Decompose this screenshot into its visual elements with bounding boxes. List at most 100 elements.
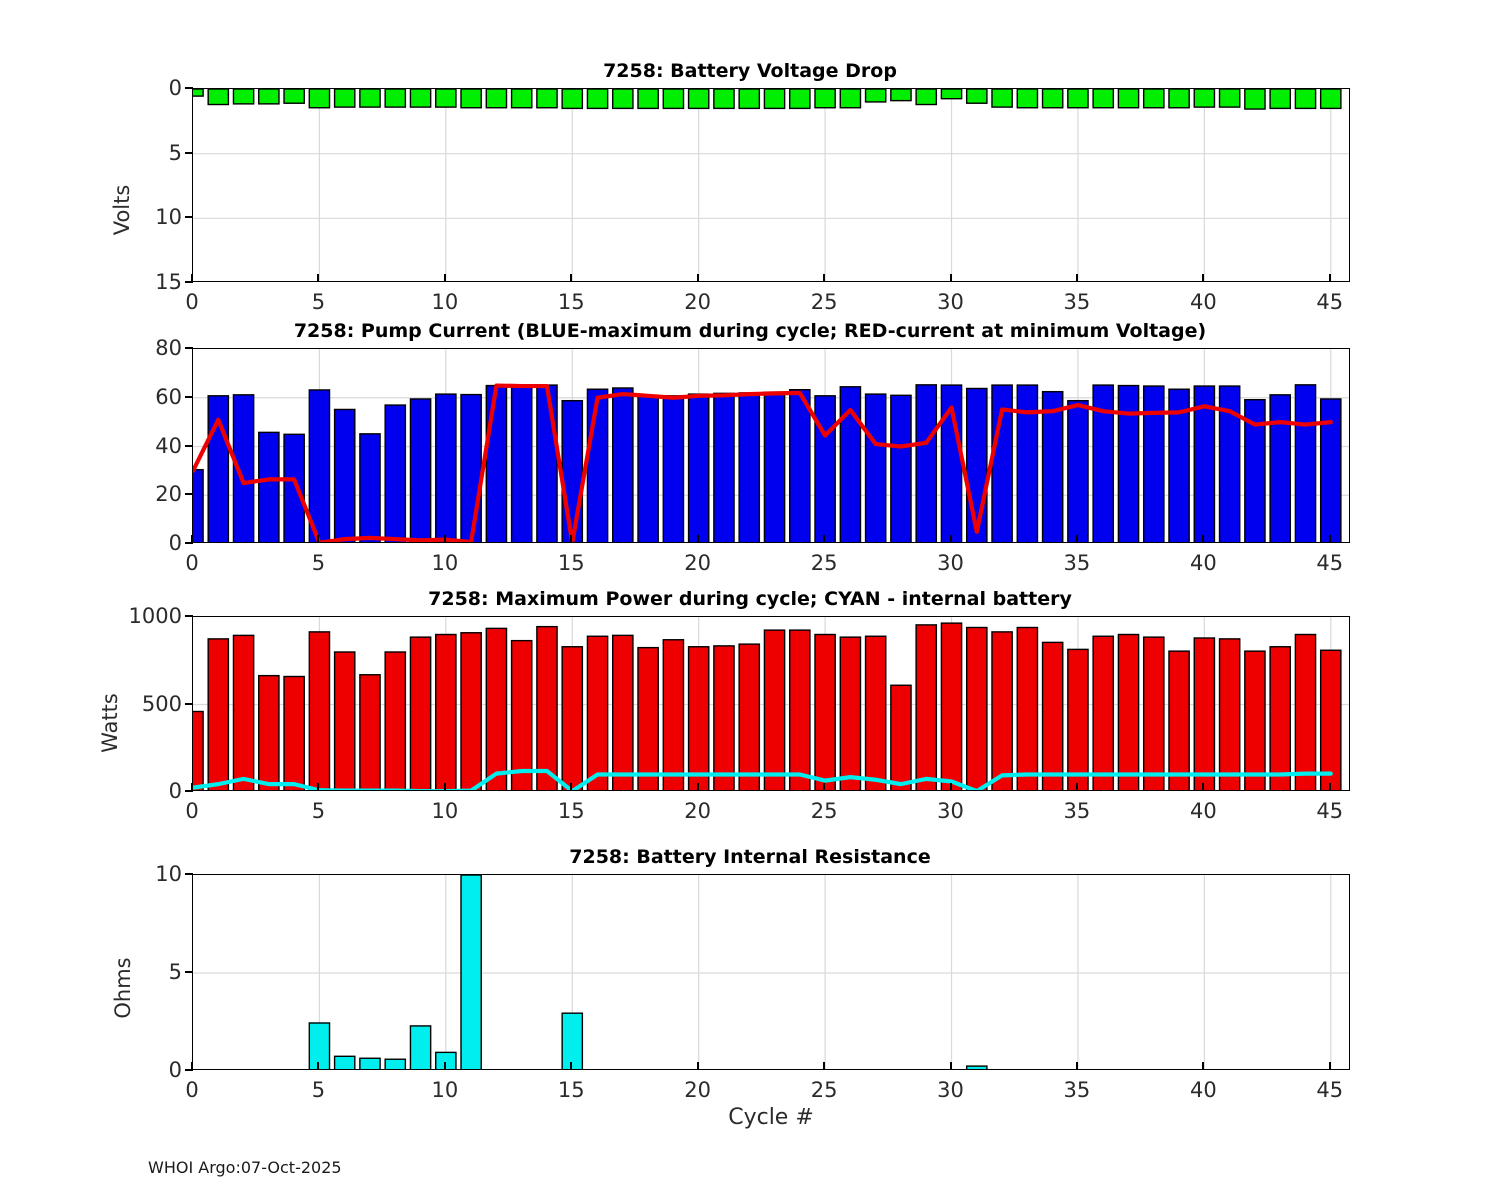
- x-tick-mark: [317, 1062, 320, 1070]
- x-tick-label: 0: [185, 799, 199, 823]
- x-tick-mark: [949, 274, 952, 282]
- x-tick-mark: [443, 535, 446, 543]
- x-tick-label: 30: [937, 290, 964, 314]
- y-tick-label: 5: [168, 140, 182, 165]
- x-tick-mark: [443, 274, 446, 282]
- x-tick-label: 35: [1063, 1078, 1091, 1102]
- x-tick-label: 25: [810, 1078, 838, 1102]
- x-tick-mark: [696, 783, 699, 791]
- x-tick-label: 5: [311, 551, 326, 575]
- x-tick-mark: [1202, 274, 1205, 282]
- maximum-power-plot-svg: [193, 617, 1349, 790]
- x-tick-label: 15: [557, 1078, 585, 1102]
- x-tick-mark: [823, 1062, 826, 1070]
- x-tick-label: 20: [684, 799, 712, 823]
- x-tick-label: 0: [185, 1078, 199, 1102]
- x-tick-mark: [696, 1062, 699, 1070]
- y-tick-label: 10: [155, 862, 182, 886]
- y-tick-mark: [185, 542, 193, 544]
- x-tick-label: 35: [1063, 799, 1091, 823]
- x-tick-label: 45: [1316, 551, 1344, 575]
- x-tick-label: 35: [1063, 551, 1091, 575]
- x-tick-mark: [1328, 1062, 1331, 1070]
- x-tick-mark: [949, 1062, 952, 1070]
- y-tick-label: 500: [141, 691, 182, 716]
- x-tick-label: 45: [1316, 290, 1344, 314]
- x-tick-mark: [191, 783, 193, 791]
- x-tick-label: 0: [185, 290, 199, 314]
- x-tick-label: 40: [1189, 1078, 1217, 1102]
- y-tick-label: 10: [155, 205, 182, 230]
- y-tick-label: 0: [168, 531, 182, 555]
- figure-footer-credit: WHOI Argo:07-Oct-2025: [148, 1158, 342, 1177]
- panel-battery-internal-resistance: 7258: Battery Internal Resistance Ohms 0…: [0, 843, 1500, 1133]
- y-tick-mark: [185, 790, 193, 792]
- x-tick-mark: [317, 274, 320, 282]
- y-tick-label: 20: [155, 482, 182, 507]
- y-tick-label: 0: [168, 1058, 182, 1082]
- x-tick-label: 20: [684, 1078, 712, 1102]
- y-tick-mark: [185, 347, 193, 349]
- x-tick-label: 10: [431, 551, 459, 575]
- y-tick-label: 0: [168, 76, 182, 100]
- x-tick-mark: [1202, 1062, 1205, 1070]
- x-tick-mark: [443, 783, 446, 791]
- x-tick-mark: [1075, 1062, 1078, 1070]
- x-tick-label: 35: [1063, 290, 1091, 314]
- x-tick-label: 30: [937, 551, 964, 575]
- y-tick-mark: [185, 444, 193, 447]
- panel-title-maximum-power: 7258: Maximum Power during cycle; CYAN -…: [428, 588, 1072, 610]
- x-tick-mark: [949, 535, 952, 543]
- x-tick-mark: [1202, 783, 1205, 791]
- x-tick-mark: [1075, 783, 1078, 791]
- y-axis-label-watts: Watts: [98, 693, 122, 753]
- y-tick-label: 80: [155, 336, 182, 360]
- x-tick-label: 5: [311, 290, 326, 314]
- x-tick-mark: [317, 783, 320, 791]
- plot-area-maximum-power: [192, 616, 1350, 791]
- panel-title-internal-resistance: 7258: Battery Internal Resistance: [569, 846, 931, 868]
- y-tick-mark: [185, 395, 193, 398]
- y-tick-mark: [185, 1069, 193, 1071]
- y-tick-mark: [185, 873, 193, 875]
- x-tick-label: 20: [684, 290, 712, 314]
- y-tick-mark: [185, 493, 193, 496]
- y-tick-label: 5: [168, 960, 182, 984]
- y-tick-mark: [185, 87, 193, 89]
- y-tick-label: 0: [168, 779, 182, 803]
- x-tick-label: 45: [1316, 1078, 1344, 1102]
- x-tick-mark: [1075, 535, 1078, 543]
- y-axis-label-ohms: Ohms: [111, 957, 135, 1019]
- x-tick-mark: [823, 274, 826, 282]
- x-tick-label: 30: [937, 1078, 964, 1102]
- x-tick-mark: [1328, 783, 1331, 791]
- x-tick-mark: [191, 274, 193, 282]
- panel-battery-voltage-drop: 7258: Battery Voltage Drop Volts 0 5 10 15 …: [0, 50, 1500, 330]
- x-tick-mark: [570, 274, 573, 282]
- x-tick-mark: [191, 1062, 193, 1070]
- x-tick-label: 10: [431, 290, 459, 314]
- x-tick-label: 15: [557, 799, 585, 823]
- x-tick-label: 30: [937, 799, 964, 823]
- x-tick-mark: [823, 535, 826, 543]
- x-tick-label: 0: [185, 551, 199, 575]
- y-tick-label: 60: [155, 384, 182, 409]
- x-tick-mark: [1328, 535, 1331, 543]
- plot-area-pump-current: [192, 348, 1350, 543]
- x-tick-label: 10: [431, 799, 459, 823]
- x-tick-mark: [570, 1062, 573, 1070]
- y-tick-label: 40: [155, 433, 182, 458]
- x-tick-label: 10: [431, 1078, 459, 1102]
- y-tick-mark: [185, 151, 193, 154]
- y-tick-mark: [185, 971, 193, 973]
- x-tick-label: 5: [311, 799, 326, 823]
- internal-resistance-plot-svg: [193, 875, 1349, 1069]
- x-tick-label: 45: [1316, 799, 1344, 823]
- x-tick-mark: [317, 535, 320, 543]
- x-tick-mark: [443, 1062, 446, 1070]
- x-tick-label: 40: [1189, 799, 1217, 823]
- x-tick-label: 25: [810, 551, 838, 575]
- x-tick-mark: [696, 535, 699, 543]
- x-tick-label: 40: [1189, 551, 1217, 575]
